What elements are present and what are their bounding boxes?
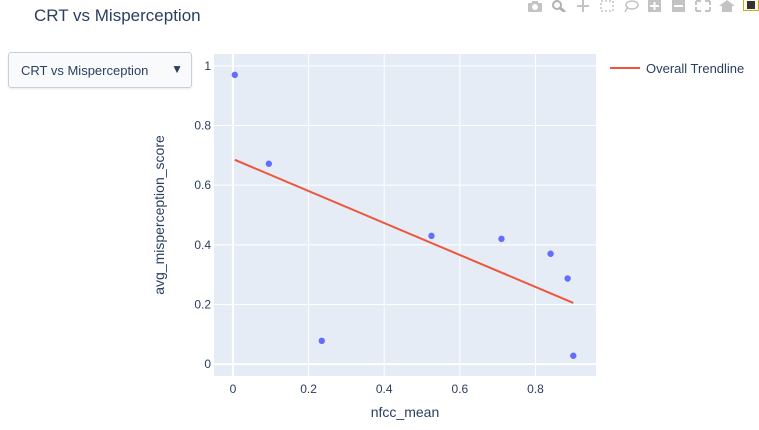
scatter-point[interactable] [318,337,325,345]
lasso-select-icon[interactable] [623,0,639,12]
y-axis-label: avg_misperception_score [151,135,167,295]
box-select-icon[interactable] [599,0,615,12]
zoom-out-icon[interactable] [671,0,687,12]
scatter-point[interactable] [428,232,435,240]
y-tick-labels: 0 0.2 0.4 0.6 0.8 1 [194,59,211,371]
chart-title: CRT vs Misperception [34,6,201,25]
trendline[interactable] [234,158,574,304]
x-tick-label: 0 [230,382,237,396]
chevron-down-icon: ▼ [171,62,183,76]
scatter-point[interactable] [570,352,577,359]
x-tick-label: 0.6 [451,382,468,396]
y-tick-label: 0.6 [194,178,211,192]
y-tick-label: 0.8 [194,119,211,133]
y-tick-label: 0.4 [194,238,211,252]
pan-icon[interactable] [575,0,591,12]
scatter-point[interactable] [547,250,554,257]
zoom-in-icon[interactable] [647,0,663,12]
scatter-point[interactable] [498,235,505,243]
y-tick-label: 0.2 [194,297,211,311]
grid-lines [214,54,596,376]
plot-area[interactable] [214,54,596,376]
legend-trendline-label: Overall Trendline [646,61,744,76]
chart-selector-dropdown[interactable]: CRT vs Misperception ▼ [8,52,192,88]
autoscale-icon[interactable] [695,0,711,12]
camera-icon[interactable] [527,0,543,12]
y-tick-label: 0 [204,357,211,371]
scatter-points [231,71,577,359]
y-tick-label: 1 [204,59,211,73]
scatter-point[interactable] [265,160,273,167]
x-tick-label: 0.8 [527,382,544,396]
x-tick-label: 0.2 [300,382,317,396]
x-tick-label: 0.4 [376,382,393,396]
reset-axes-icon[interactable] [719,0,735,12]
legend[interactable]: Overall Trendline [610,61,744,76]
dropdown-selected-value: CRT vs Misperception [21,63,149,78]
trendline-layer [234,158,574,304]
scatter-point[interactable] [564,275,571,282]
scatter-point[interactable] [231,71,239,79]
x-axis-label: nfcc_mean [371,404,439,420]
x-tick-labels: 0 0.2 0.4 0.6 0.8 [230,382,545,396]
zoom-icon[interactable] [551,0,567,12]
